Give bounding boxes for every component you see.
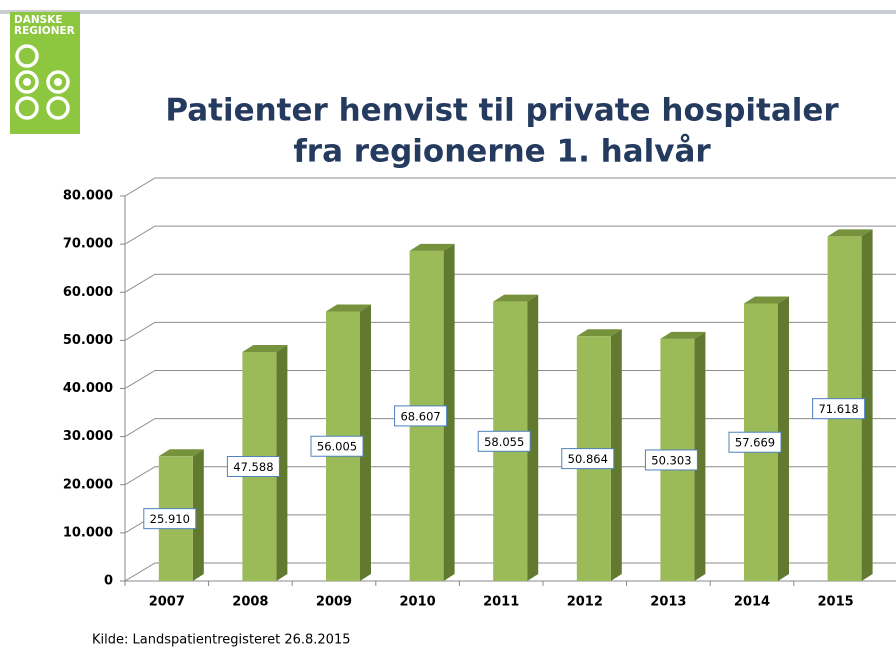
bar-top — [576, 329, 622, 337]
source-note: Kilde: Landspatientregisteret 26.8.2015 — [92, 633, 350, 648]
value-label-box — [394, 405, 448, 427]
top-rule — [0, 10, 896, 14]
grid-line — [124, 418, 896, 438]
bar-side — [360, 304, 371, 581]
bar-side — [192, 449, 204, 581]
value-label: 47.588 — [233, 460, 273, 474]
bar-top — [409, 243, 455, 251]
value-label-box — [477, 430, 531, 452]
bar-top — [660, 331, 706, 339]
y-tick-label: 30.000 — [63, 429, 113, 444]
value-label: 58.055 — [484, 435, 524, 449]
value-label: 50.303 — [651, 453, 691, 467]
bar-side — [861, 229, 873, 581]
value-label-box — [226, 455, 280, 477]
grid-line — [124, 370, 896, 389]
value-label-box — [561, 448, 615, 470]
chart-title: Patienter henvist til private hospitaler — [165, 93, 839, 129]
value-label-box — [812, 398, 866, 420]
plot-area: 0 10.000 20.000 30.000 40.000 50.000 60.000 70.… — [63, 177, 896, 610]
grid-line — [124, 562, 896, 582]
bar-side — [443, 243, 455, 582]
grid-line — [124, 321, 896, 341]
bar-top — [326, 304, 371, 312]
logo-text: DANSKE — [14, 14, 63, 26]
y-tick-label: 60.000 — [63, 285, 113, 300]
bar-side — [610, 329, 622, 581]
y-tick-label: 20.000 — [63, 477, 113, 492]
logo-text: REGIONER — [14, 25, 75, 37]
value-label: 50.864 — [568, 452, 608, 466]
y-tick-label: 0 — [104, 574, 113, 589]
grid-line — [124, 177, 896, 197]
logo-circles — [15, 44, 70, 120]
bar-top — [493, 294, 539, 302]
value-label-box — [310, 435, 364, 457]
value-label: 68.607 — [400, 409, 440, 423]
bar-top — [158, 449, 204, 457]
x-tick-label: 2013 — [650, 595, 686, 610]
x-tick-label: 2014 — [734, 595, 770, 610]
bar-side — [778, 296, 789, 581]
y-tick-label: 40.000 — [63, 381, 113, 396]
bar-side — [276, 344, 288, 581]
logo: DANSKE REGIONER — [10, 12, 80, 134]
x-tick-label: 2010 — [400, 595, 436, 610]
chart-title: fra regionerne 1. halvår — [293, 134, 711, 170]
bar-top — [827, 229, 873, 237]
x-tick-label: 2011 — [483, 595, 519, 610]
value-label-box — [644, 449, 698, 471]
value-label-box — [728, 431, 782, 453]
bar-top — [242, 344, 288, 352]
value-label: 57.669 — [735, 436, 775, 450]
value-label: 71.618 — [818, 402, 858, 416]
y-tick-label: 50.000 — [63, 333, 113, 348]
y-tick-label: 10.000 — [63, 525, 113, 540]
bar-side — [694, 331, 706, 581]
y-tick-label: 70.000 — [63, 237, 113, 252]
grid-line — [124, 273, 896, 293]
x-tick-label: 2007 — [149, 595, 185, 610]
bar-side — [527, 294, 539, 581]
y-tick-label: 80.000 — [63, 189, 113, 204]
x-tick-label: 2008 — [232, 595, 268, 610]
bar-top — [744, 296, 789, 304]
grid-line — [124, 225, 896, 245]
value-label-box — [143, 508, 197, 530]
x-tick-label: 2015 — [818, 595, 854, 610]
x-tick-label: 2009 — [316, 595, 352, 610]
value-label: 56.005 — [317, 440, 357, 454]
value-label: 25.910 — [150, 512, 190, 526]
x-tick-label: 2012 — [567, 595, 603, 610]
